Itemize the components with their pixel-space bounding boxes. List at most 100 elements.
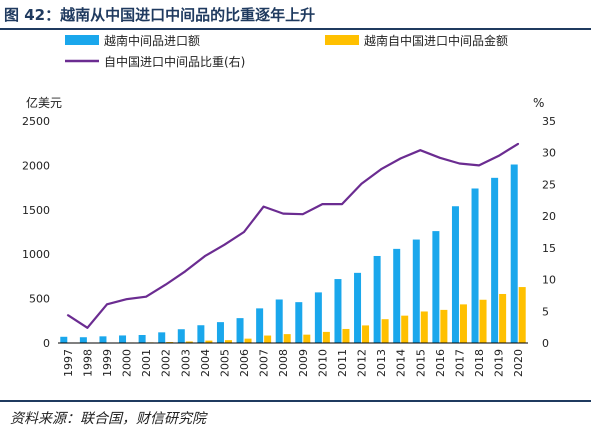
ratio-point-2006 bbox=[243, 231, 245, 233]
x-tick-label: 2014 bbox=[395, 349, 408, 377]
combo-chart: 越南中间品进口额 越南自中国进口中间品金额 自中国进口中间品比重(右) 亿美元 … bbox=[22, 33, 556, 377]
bar-import-2007 bbox=[256, 308, 264, 343]
left-axis: 0 500 1000 1500 2000 2500 bbox=[22, 115, 50, 350]
legend: 越南中间品进口额 越南自中国进口中间品金额 自中国进口中间品比重(右) bbox=[65, 33, 508, 69]
x-tick-label: 2016 bbox=[434, 349, 447, 377]
ratio-point-2013 bbox=[380, 168, 383, 171]
ratio-point-2014 bbox=[399, 157, 402, 160]
bar-import-2013 bbox=[373, 255, 381, 343]
bar-china-import-2006 bbox=[244, 338, 252, 343]
bar-import-1999 bbox=[99, 336, 107, 343]
bar-import-2009 bbox=[295, 302, 303, 343]
ratio-point-2010 bbox=[321, 203, 324, 205]
left-tick-label: 500 bbox=[29, 293, 50, 306]
bar-import-2008 bbox=[275, 299, 283, 343]
chart-title-bar: 图 42：越南从中国进口中间品的比重逐年上升 bbox=[0, 0, 591, 30]
x-tick-label: 2018 bbox=[473, 349, 486, 377]
legend-label-import: 越南中间品进口额 bbox=[104, 33, 200, 48]
ratio-point-2011 bbox=[341, 203, 343, 205]
bar-import-2017 bbox=[451, 206, 459, 343]
ratio-point-2017 bbox=[458, 162, 461, 165]
x-tick-label: 2007 bbox=[258, 349, 271, 377]
bar-import-2016 bbox=[432, 231, 440, 343]
source-bar: 资料来源：联合国，财信研究院 bbox=[0, 400, 591, 432]
x-tick-label: 2019 bbox=[493, 349, 506, 377]
x-tick-label: 2001 bbox=[140, 349, 153, 377]
bar-import-2011 bbox=[334, 279, 342, 343]
bar-china-import-2005 bbox=[224, 340, 232, 343]
bar-import-2020 bbox=[510, 164, 518, 343]
x-tick-label: 2013 bbox=[375, 349, 388, 377]
ratio-point-2001 bbox=[145, 295, 148, 298]
bar-import-2000 bbox=[119, 335, 127, 343]
left-tick-label: 1000 bbox=[22, 248, 50, 261]
bar-china-import-2011 bbox=[342, 328, 350, 343]
right-axis-unit: % bbox=[533, 96, 544, 110]
x-tick-label: 2020 bbox=[512, 349, 525, 377]
chart-title: 图 42：越南从中国进口中间品的比重逐年上升 bbox=[4, 6, 316, 24]
ratio-point-2002 bbox=[164, 283, 167, 286]
bar-china-import-2009 bbox=[303, 334, 311, 343]
right-tick-label: 35 bbox=[542, 115, 556, 128]
x-tick-label: 2011 bbox=[336, 349, 349, 377]
legend-label-china-import: 越南自中国进口中间品金额 bbox=[364, 33, 508, 48]
left-axis-unit: 亿美元 bbox=[26, 95, 62, 110]
ratio-point-2004 bbox=[203, 255, 206, 258]
x-tick-label: 2006 bbox=[238, 349, 251, 377]
ratio-point-2012 bbox=[360, 182, 363, 185]
bar-import-1997 bbox=[60, 336, 68, 343]
ratio-point-2019 bbox=[497, 154, 500, 157]
x-tick-label: 2004 bbox=[199, 349, 212, 377]
ratio-point-2000 bbox=[125, 298, 128, 301]
x-tick-label: 2015 bbox=[414, 349, 427, 377]
ratio-point-2005 bbox=[223, 243, 226, 246]
legend-swatch-china-import bbox=[325, 35, 359, 45]
legend-label-ratio: 自中国进口中间品比重(右) bbox=[104, 54, 245, 69]
x-tick-label: 2009 bbox=[297, 349, 310, 377]
right-tick-label: 25 bbox=[542, 178, 556, 191]
right-axis: 0 5 10 15 20 25 30 35 bbox=[542, 115, 556, 350]
ratio-point-1998 bbox=[86, 326, 89, 329]
x-tick-label: 2000 bbox=[121, 349, 134, 377]
x-tick-label: 2012 bbox=[356, 349, 369, 377]
bar-china-import-2003 bbox=[185, 341, 193, 343]
x-tick-label: 2002 bbox=[160, 349, 173, 377]
x-axis: 1997 1998 1999 2000 2001 2002 2003 2004 2005 2006… bbox=[62, 349, 525, 377]
bar-china-import-2020 bbox=[518, 287, 526, 343]
x-tick-label: 2005 bbox=[219, 349, 232, 377]
source-note: 资料来源：联合国，财信研究院 bbox=[10, 411, 206, 427]
right-tick-label: 0 bbox=[542, 337, 549, 350]
bar-import-2012 bbox=[354, 272, 362, 343]
bar-china-import-2015 bbox=[420, 311, 428, 343]
ratio-point-2003 bbox=[184, 270, 187, 273]
bar-china-import-2016 bbox=[440, 309, 448, 343]
right-tick-label: 15 bbox=[542, 242, 556, 255]
bar-import-2001 bbox=[138, 335, 146, 343]
ratio-point-2008 bbox=[282, 212, 285, 215]
bar-import-2018 bbox=[471, 188, 479, 343]
bar-china-import-2019 bbox=[499, 293, 507, 343]
bar-china-import-2007 bbox=[264, 335, 272, 343]
bar-import-2006 bbox=[236, 318, 244, 343]
ratio-point-2009 bbox=[301, 213, 304, 216]
bar-china-import-2012 bbox=[362, 325, 370, 343]
bar-import-2002 bbox=[158, 332, 166, 343]
left-tick-label: 1500 bbox=[22, 204, 50, 217]
bar-china-import-2010 bbox=[322, 331, 330, 343]
bar-import-2015 bbox=[412, 239, 420, 343]
ratio-point-2018 bbox=[478, 164, 480, 167]
ratio-point-2016 bbox=[438, 156, 441, 159]
bar-import-2005 bbox=[216, 322, 224, 343]
x-tick-label: 1998 bbox=[81, 349, 94, 377]
bars bbox=[60, 164, 526, 343]
ratio-line bbox=[67, 142, 519, 329]
bar-china-import-2018 bbox=[479, 299, 487, 343]
bar-import-2019 bbox=[491, 177, 499, 343]
bar-import-2004 bbox=[197, 325, 205, 343]
ratio-line-layer bbox=[66, 142, 520, 329]
x-tick-label: 2010 bbox=[316, 349, 329, 377]
right-tick-label: 20 bbox=[542, 210, 556, 223]
x-tick-label: 1999 bbox=[101, 349, 114, 377]
right-tick-label: 10 bbox=[542, 274, 556, 287]
left-tick-label: 2500 bbox=[22, 115, 50, 128]
